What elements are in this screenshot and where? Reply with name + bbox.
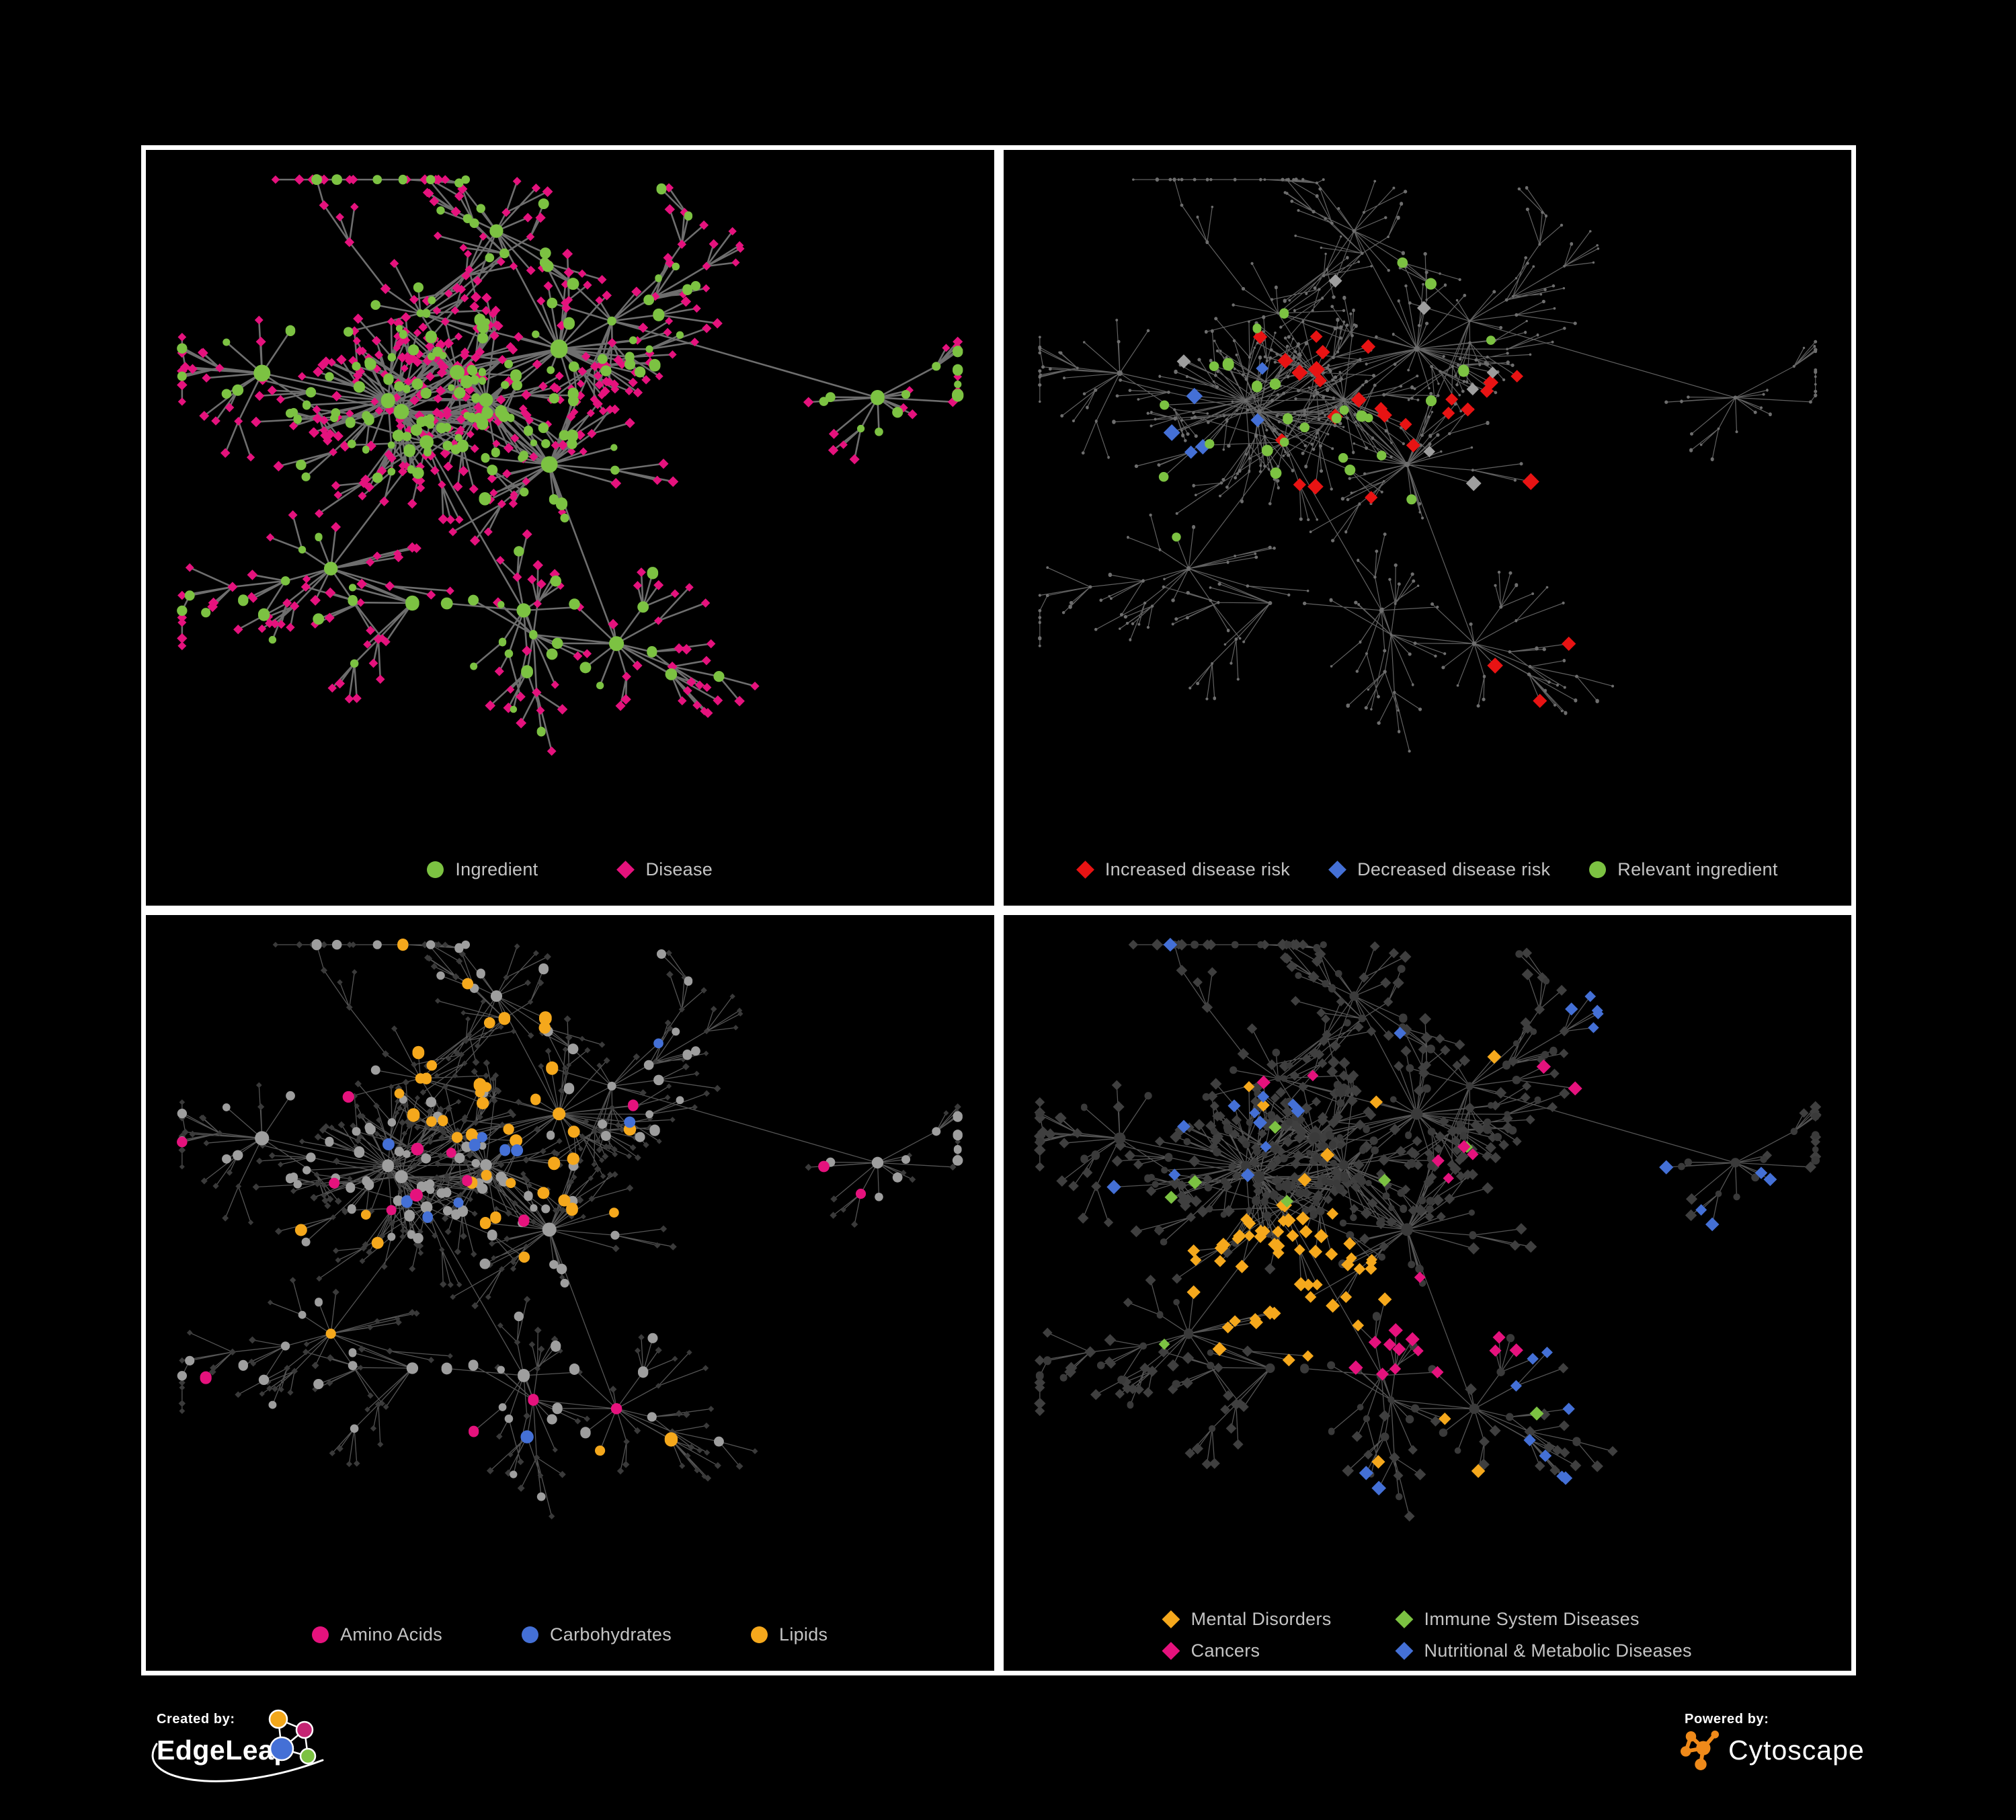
panel-disease-risk-network: Increased disease risk Decreased disease … (998, 145, 1856, 910)
edgeleap-node-green (299, 1747, 317, 1765)
network-graph-ingredient-disease (177, 174, 964, 756)
legend-item: Disease (616, 859, 713, 880)
graph-edges (1039, 179, 1816, 752)
ingredient-nodes (177, 174, 964, 737)
edgeleap-node-orange (268, 1709, 288, 1729)
legend-item: Cancers (1162, 1640, 1332, 1661)
legend-label: Increased disease risk (1104, 859, 1291, 879)
legend-ingredient-disease: Ingredient Disease (146, 859, 994, 880)
disease-nodes (177, 174, 963, 756)
legend-label: Decreased disease risk (1357, 859, 1551, 879)
graph-nodes (1037, 177, 1817, 753)
ingredient-nodes (1035, 941, 1820, 1501)
edgeleap-network-icon (268, 1709, 317, 1765)
legend-item: Nutritional & Metabolic Diseases (1395, 1640, 1692, 1661)
legend-label: Carbohydrates (550, 1624, 672, 1645)
diamond-marker-icon (616, 861, 635, 879)
legend-disease-risk: Increased disease risk Decreased disease … (1004, 859, 1852, 880)
legend-label: Lipids (779, 1624, 828, 1645)
edgeleap-node-magenta (295, 1720, 314, 1739)
panel-disease-class-network: Mental Disorders Immune System Diseases Ca… (998, 910, 1856, 1675)
legend-item: Relevant ingredient (1589, 859, 1777, 880)
diamond-marker-icon (1395, 1642, 1414, 1660)
legend-ingredient-classes: Amino Acids Carbohydrates Lipids (146, 1624, 994, 1645)
panel-ingredient-disease-network: Ingredient Disease (141, 145, 999, 910)
cytoscape-brand: Cytoscape (1681, 1729, 1865, 1771)
legend-item: Mental Disorders (1162, 1609, 1332, 1630)
powered-by-label: Powered by: (1685, 1712, 1769, 1727)
legend-item: Increased disease risk (1076, 859, 1291, 880)
legend-item: Carbohydrates (522, 1624, 672, 1645)
legend-item: Amino Acids (312, 1624, 442, 1645)
network-graph-ingredient-classes (177, 939, 963, 1519)
highlight-nodes-3 (1158, 257, 1496, 542)
legend-item: Lipids (751, 1624, 828, 1645)
legend-label: Ingredient (455, 859, 538, 879)
edgeleap-wordmark: EdgeLeap (157, 1735, 291, 1766)
cytoscape-wordmark: Cytoscape (1728, 1734, 1865, 1766)
legend-label: Cancers (1191, 1640, 1260, 1661)
edgeleap-node-blue (269, 1736, 294, 1762)
circle-marker-icon (751, 1626, 768, 1643)
highlight-nodes-0 (1252, 329, 1576, 708)
network-graph-disease-classes (1033, 937, 1822, 1522)
diamond-marker-icon (1162, 1610, 1180, 1628)
diamond-marker-icon (1162, 1642, 1180, 1660)
legend-item: Decreased disease risk (1328, 859, 1551, 880)
diamond-marker-icon (1395, 1610, 1414, 1628)
legend-item: Immune System Diseases (1395, 1609, 1692, 1630)
legend-item: Ingredient (427, 859, 538, 880)
legend-label: Disease (645, 859, 713, 879)
diamond-marker-icon (1328, 861, 1346, 879)
highlight-nodes-0 (1186, 1050, 1501, 1478)
edgeleap-swoosh (151, 1743, 324, 1782)
legend-label: Amino Acids (340, 1624, 442, 1645)
cytoscape-icon (1681, 1731, 1720, 1770)
created-by-label: Created by: (157, 1712, 235, 1727)
ingredient-nodes (177, 939, 963, 1501)
circle-marker-icon (312, 1626, 329, 1643)
circle-marker-icon (427, 861, 444, 878)
legend-label: Mental Disorders (1191, 1609, 1332, 1629)
diamond-marker-icon (1076, 861, 1094, 879)
legend-label: Relevant ingredient (1617, 859, 1778, 879)
network-graph-disease-risk (1037, 177, 1817, 753)
legend-label: Immune System Diseases (1424, 1609, 1640, 1629)
circle-marker-icon (522, 1626, 538, 1643)
highlight-nodes-1 (382, 1038, 663, 1443)
panel-grid: Ingredient Disease Increased disease risk… (141, 145, 1856, 1675)
legend-disease-classes: Mental Disorders Immune System Diseases Ca… (1162, 1609, 1692, 1661)
disease-nodes (1033, 939, 1822, 1522)
panel-ingredient-class-network: Amino Acids Carbohydrates Lipids (141, 910, 999, 1675)
legend-label: Nutritional & Metabolic Diseases (1424, 1640, 1692, 1661)
circle-marker-icon (1589, 861, 1607, 878)
